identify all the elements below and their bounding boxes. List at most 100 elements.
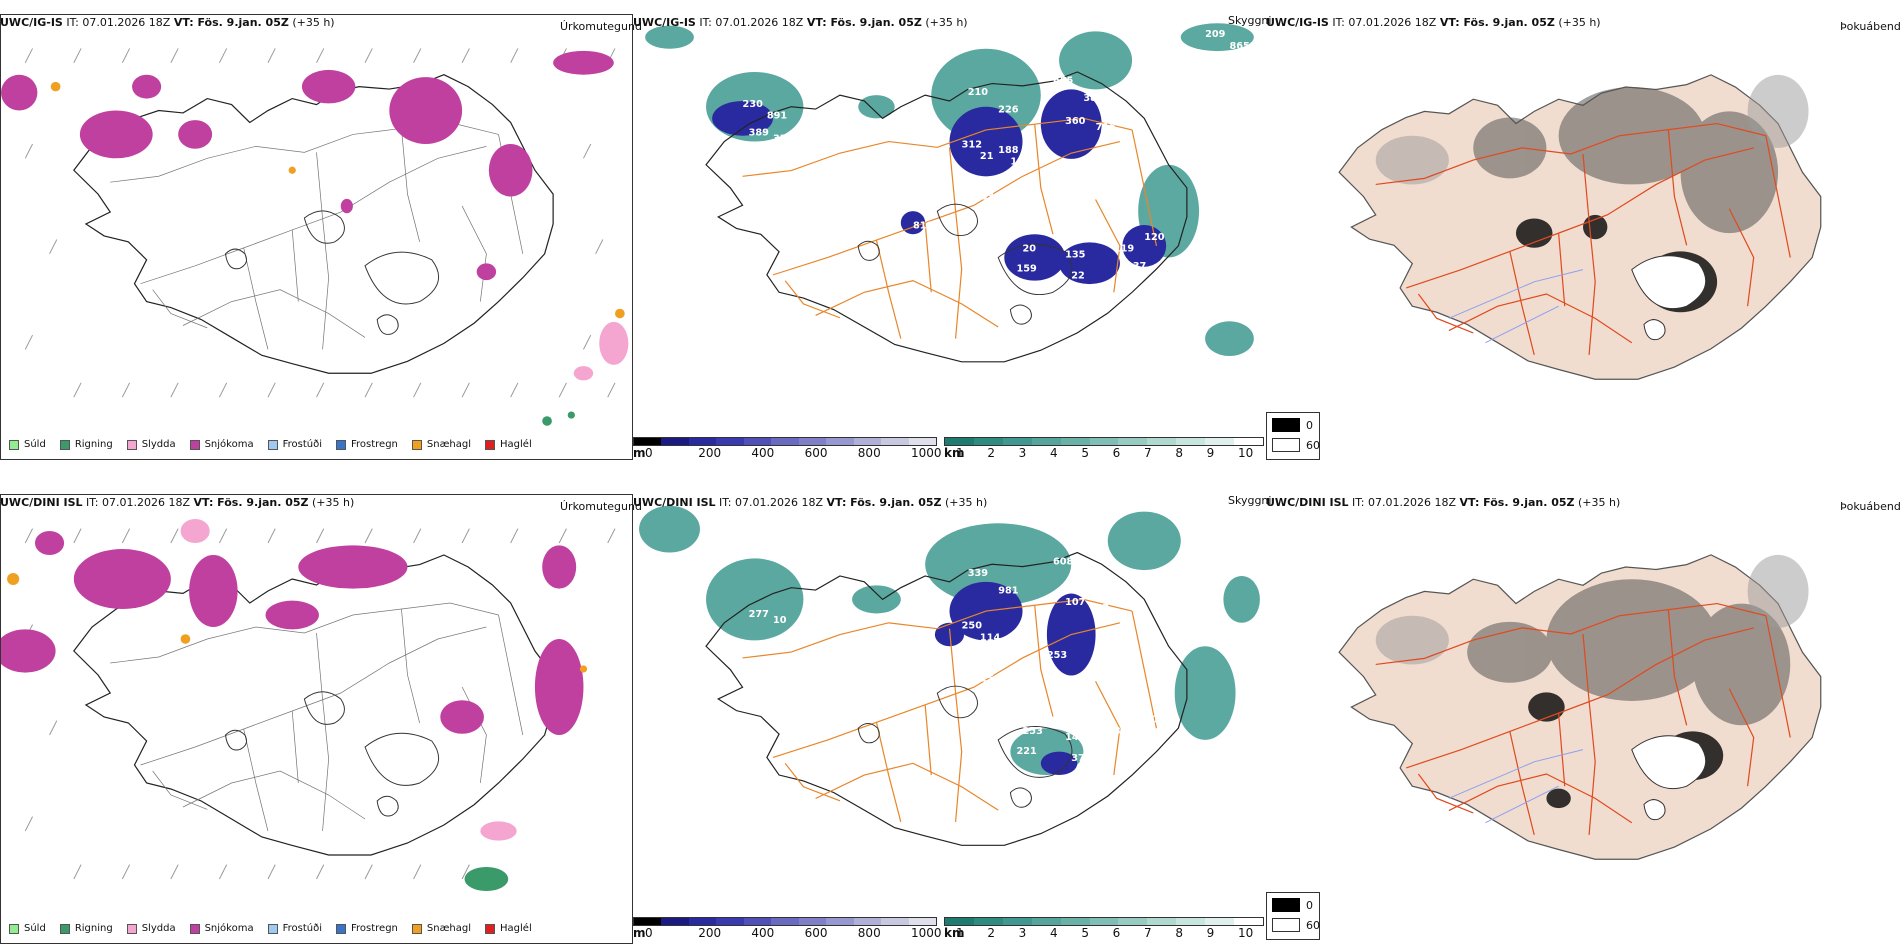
colorbar-segment [908,438,936,445]
it-value: 07.01.2026 18Z [735,496,824,509]
colorbar-segment [826,918,854,925]
scale-tick: 600 [804,926,828,940]
legend-item: Slydda [126,923,176,934]
legend-item: Snjókoma [189,439,254,450]
legend-swatch [9,439,19,450]
scale-tick: 8 [1175,446,1183,460]
cloud-base-ticks-row1: m 0 200 400 600 800 1000 [633,446,942,460]
colorbar-segment [771,438,799,445]
scale-tick: 200 [698,926,722,940]
cloud-base-label: 371 [1071,753,1091,764]
fog-key-label-0: 0 [1306,419,1313,432]
scale-tick: 600 [804,446,828,460]
colorbar-segment [1089,918,1119,925]
colorbar-segment [1147,438,1177,445]
visibility-colorbar-row1 [944,437,1264,446]
scale-tick: 9 [1206,926,1215,940]
colorbar-segment [945,918,974,925]
legend-label: Frostúði [282,923,322,934]
scale-tick: 2 [987,446,995,460]
cloud-base-label: 909 [1144,715,1165,726]
scale-tick: 400 [751,446,775,460]
cloud-base-label: 865 [1229,41,1249,52]
scale-tick: 800 [857,926,881,940]
cloud-base-label: 250 [962,621,983,632]
fog-title-row2: Þokuábendi [1840,500,1900,513]
fog-title-row1: Þokuábendi [1840,20,1900,33]
colorbar-segment [1060,438,1090,445]
it-label: IT: [1332,16,1345,29]
legend-label: Haglél [500,923,532,934]
cloud-base-label: 866 [1114,726,1135,737]
vt-label: VT: Fös. 9.jan. 05Z [806,16,922,29]
scale-tick: 3 [1018,446,1027,460]
scale-tick: 1000 [911,446,942,460]
legend-item: Frostúði [267,439,322,450]
scale-tick: 5 [1081,926,1089,940]
legend-label: Súld [24,439,46,450]
panel-header-row2: UWC/DINI ISL IT: 07.01.2026 18Z VT: Fös.… [0,496,354,510]
scale-tick: 4 [1050,926,1058,940]
precip-title-row1: Úrkomutegund [560,20,642,33]
legend-swatch [189,923,200,934]
colorbar-segment [1205,438,1235,445]
colorbar-segment [973,438,1003,445]
cloud-base-colorbar-row2 [633,917,937,926]
precip-panel-row1: Súld Rigning Slydda Snjókoma Frostúði Frostre… [0,14,633,460]
cloud-base-label: 608 [1053,556,1074,567]
it-label: IT: [66,16,79,29]
colorbar-segment [1089,438,1119,445]
legend-item: Snjókoma [189,923,254,934]
it-label: IT: [699,16,712,29]
lead-time: (+35 h) [1578,496,1621,509]
legend-swatch [485,439,496,450]
colorbar-segment [661,438,689,445]
cloud-base-label: 312 [962,140,982,151]
legend-item: Frostregn [336,923,398,934]
scale-unit: km [944,446,965,460]
legend-label: Slydda [141,439,176,450]
colorbar-segment [1176,918,1206,925]
legend-swatch [336,923,346,934]
cloud-base-label: 135 [1065,250,1085,261]
legend-label: Rigning [74,923,113,934]
legend-label: Súld [24,923,46,934]
cloud-base-label: 230 [743,99,764,110]
scale-tick: 4 [1050,446,1058,460]
it-label: IT: [1352,496,1365,509]
it-value: 07.01.2026 18Z [715,16,804,29]
it-value: 07.01.2026 18Z [1348,16,1437,29]
scale-tick: 800 [857,446,881,460]
cloud-base-label: 114 [980,633,1001,644]
vt-label: VT: Fös. 9.jan. 05Z [173,16,289,29]
precip-map-row1 [1,48,629,426]
cloud-base-label: 107 [1065,597,1085,608]
visibility-colorbar-row2 [944,917,1264,926]
colorbar-segment [1002,918,1032,925]
model-name: UWC/IG-IS [0,16,63,29]
cloud-base-label: 22 [1071,271,1085,282]
scale-unit: m [633,446,646,460]
lead-time: (+35 h) [312,496,355,509]
cloud-base-label: 70 [1047,169,1061,180]
legend-label: Slydda [141,923,176,934]
fog-key-label-0: 0 [1306,899,1313,912]
fog-key-label-60: 60 [1306,439,1320,452]
legend-swatch [189,439,200,450]
cloud-base-label: 123 [1010,638,1030,649]
cloud-base-label: 148 [1065,732,1086,743]
scale-tick: 3 [1018,926,1027,940]
colorbar-segment [743,918,772,925]
colorbar-segment [853,438,882,445]
legend-swatch [336,439,346,450]
legend-label: Haglél [500,439,532,450]
fog-key-label-60: 60 [1306,919,1320,932]
cloud-base-label: 981 [998,586,1018,597]
model-name: UWC/DINI ISL [0,496,83,509]
model-name: UWC/IG-IS [633,16,696,29]
cloud-base-label: 389 [749,128,769,139]
panel-header-row2-fog: UWC/DINI ISL IT: 07.01.2026 18Z VT: Fös.… [1266,496,1620,510]
legend-label: Snæhagl [426,923,472,934]
colorbar-segment [1118,918,1148,925]
cloud-base-label: 119 [1114,244,1134,255]
